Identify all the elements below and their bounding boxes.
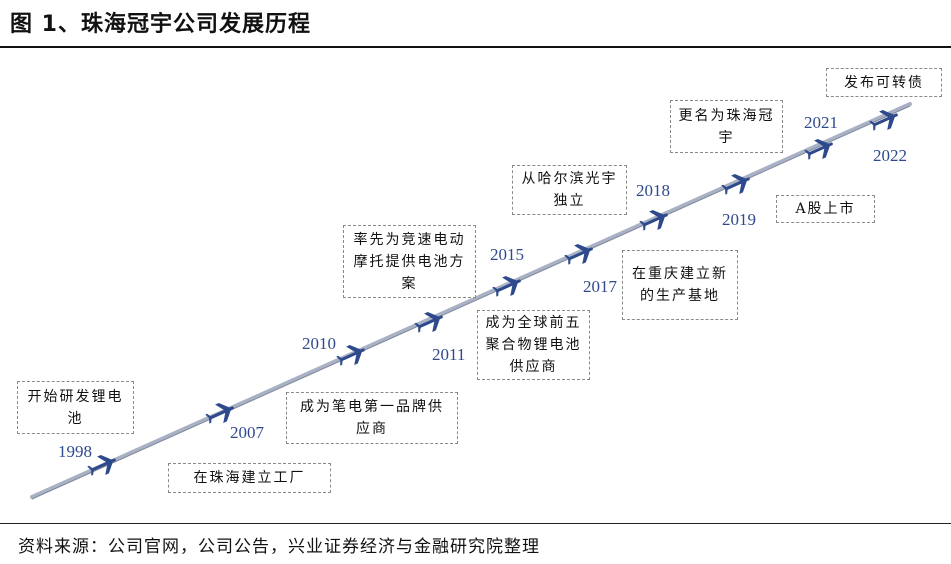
event-text: 率先为竞速电动摩托提供电池方案 xyxy=(353,231,466,292)
timeline-line xyxy=(30,102,912,499)
event-box-2011: 率先为竞速电动摩托提供电池方案 xyxy=(343,225,476,298)
bottom-divider xyxy=(0,523,951,524)
event-text: 在重庆建立新的生产基地 xyxy=(632,266,728,304)
event-box-2021: 更名为珠海冠宇 xyxy=(670,100,783,153)
year-label-2021: 2021 xyxy=(804,113,838,132)
event-box-2018: 在重庆建立新的生产基地 xyxy=(622,250,738,320)
figure-title: 图 1、珠海冠宇公司发展历程 xyxy=(10,12,311,37)
year-label-1998: 1998 xyxy=(58,442,92,461)
event-box-2019: A股上市 xyxy=(776,195,875,223)
top-divider xyxy=(0,46,951,48)
year-label-2022: 2022 xyxy=(873,146,907,165)
event-box-2022: 发布可转债 xyxy=(826,68,942,97)
event-text: 成为全球前五聚合物锂电池供应商 xyxy=(485,315,582,375)
airplane-icon xyxy=(414,312,443,333)
event-text: 开始研发锂电池 xyxy=(27,388,124,427)
event-text: 发布可转债 xyxy=(844,74,924,91)
event-box-2010: 成为笔电第一品牌供应商 xyxy=(286,392,458,444)
event-text: 从哈尔滨光宇独立 xyxy=(521,171,618,209)
event-box-2017: 从哈尔滨光宇独立 xyxy=(512,165,627,215)
airplane-icon xyxy=(639,210,668,231)
airplane-icon xyxy=(336,345,365,366)
source-note: 资料来源：公司官网，公司公告，兴业证券经济与金融研究院整理 xyxy=(18,537,540,557)
airplane-icon xyxy=(804,139,833,160)
event-box-1998: 开始研发锂电池 xyxy=(17,381,134,434)
timeline-diagram xyxy=(30,102,912,500)
event-box-2007: 在珠海建立工厂 xyxy=(168,463,331,493)
airplane-icon xyxy=(492,276,521,297)
year-label-2007: 2007 xyxy=(230,423,264,442)
event-text: A股上市 xyxy=(795,201,856,217)
event-text: 成为笔电第一品牌供应商 xyxy=(300,399,444,437)
event-text: 在珠海建立工厂 xyxy=(193,470,306,486)
airplane-icon xyxy=(869,110,898,131)
year-label-2018: 2018 xyxy=(636,181,670,200)
airplane-icon xyxy=(564,244,593,265)
airplane-icon xyxy=(205,403,234,424)
year-label-2011: 2011 xyxy=(432,345,466,364)
event-text: 更名为珠海冠宇 xyxy=(678,107,775,146)
year-label-2019: 2019 xyxy=(722,210,756,229)
year-label-2017: 2017 xyxy=(583,277,617,296)
year-label-2015: 2015 xyxy=(490,245,524,264)
year-label-2010: 2010 xyxy=(302,334,336,353)
airplane-icon xyxy=(721,174,750,195)
event-box-2015: 成为全球前五聚合物锂电池供应商 xyxy=(477,310,590,380)
airplane-icon xyxy=(87,455,116,476)
